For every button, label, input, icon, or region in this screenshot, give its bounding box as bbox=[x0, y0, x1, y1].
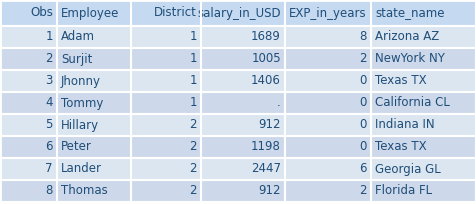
Text: 2447: 2447 bbox=[251, 163, 281, 175]
Text: 912: 912 bbox=[258, 119, 281, 132]
Text: Employee: Employee bbox=[61, 7, 119, 20]
Text: 2: 2 bbox=[189, 184, 197, 197]
Text: Surjit: Surjit bbox=[61, 52, 92, 65]
Text: 1689: 1689 bbox=[251, 31, 281, 43]
Bar bbox=[0, 136, 476, 158]
Text: 1: 1 bbox=[189, 74, 197, 88]
Text: Obs: Obs bbox=[30, 7, 53, 20]
Text: 0: 0 bbox=[360, 74, 367, 88]
Bar bbox=[0, 114, 476, 136]
Text: 5: 5 bbox=[46, 119, 53, 132]
Text: 2: 2 bbox=[189, 119, 197, 132]
Text: Arizona AZ: Arizona AZ bbox=[375, 31, 439, 43]
Text: Thomas: Thomas bbox=[61, 184, 108, 197]
Text: California CL: California CL bbox=[375, 96, 450, 110]
Text: 3: 3 bbox=[46, 74, 53, 88]
Text: salary_in_USD: salary_in_USD bbox=[198, 7, 281, 20]
Bar bbox=[0, 26, 476, 48]
Text: .: . bbox=[277, 96, 281, 110]
Text: Jhonny: Jhonny bbox=[61, 74, 101, 88]
Bar bbox=[0, 158, 476, 180]
Text: Texas TX: Texas TX bbox=[375, 141, 426, 153]
Text: Tommy: Tommy bbox=[61, 96, 103, 110]
Text: 2: 2 bbox=[359, 52, 367, 65]
Text: 1406: 1406 bbox=[251, 74, 281, 88]
Text: NewYork NY: NewYork NY bbox=[375, 52, 445, 65]
Text: Texas TX: Texas TX bbox=[375, 74, 426, 88]
Bar bbox=[0, 48, 476, 70]
Text: 1005: 1005 bbox=[251, 52, 281, 65]
Text: 2: 2 bbox=[189, 163, 197, 175]
Bar bbox=[0, 70, 476, 92]
Text: Adam: Adam bbox=[61, 31, 95, 43]
Text: 2: 2 bbox=[189, 141, 197, 153]
Text: 1: 1 bbox=[189, 52, 197, 65]
Text: 6: 6 bbox=[46, 141, 53, 153]
Text: 4: 4 bbox=[46, 96, 53, 110]
Text: 1: 1 bbox=[46, 31, 53, 43]
Text: Georgia GL: Georgia GL bbox=[375, 163, 441, 175]
Text: 1: 1 bbox=[189, 31, 197, 43]
Text: 0: 0 bbox=[360, 119, 367, 132]
Text: EXP_in_years: EXP_in_years bbox=[289, 7, 367, 20]
Text: 2: 2 bbox=[359, 184, 367, 197]
Text: 0: 0 bbox=[360, 96, 367, 110]
Text: 912: 912 bbox=[258, 184, 281, 197]
Text: 8: 8 bbox=[360, 31, 367, 43]
Text: Hillary: Hillary bbox=[61, 119, 99, 132]
Text: Peter: Peter bbox=[61, 141, 92, 153]
Bar bbox=[0, 180, 476, 202]
Text: 0: 0 bbox=[360, 141, 367, 153]
Text: 1198: 1198 bbox=[251, 141, 281, 153]
Text: 2: 2 bbox=[46, 52, 53, 65]
Bar bbox=[0, 92, 476, 114]
Text: Indiana IN: Indiana IN bbox=[375, 119, 435, 132]
Text: 7: 7 bbox=[46, 163, 53, 175]
Text: state_name: state_name bbox=[375, 7, 445, 20]
Bar bbox=[0, 0, 476, 26]
Text: Florida FL: Florida FL bbox=[375, 184, 432, 197]
Text: 8: 8 bbox=[46, 184, 53, 197]
Text: Lander: Lander bbox=[61, 163, 102, 175]
Text: 1: 1 bbox=[189, 96, 197, 110]
Text: 6: 6 bbox=[359, 163, 367, 175]
Text: District: District bbox=[154, 7, 197, 20]
